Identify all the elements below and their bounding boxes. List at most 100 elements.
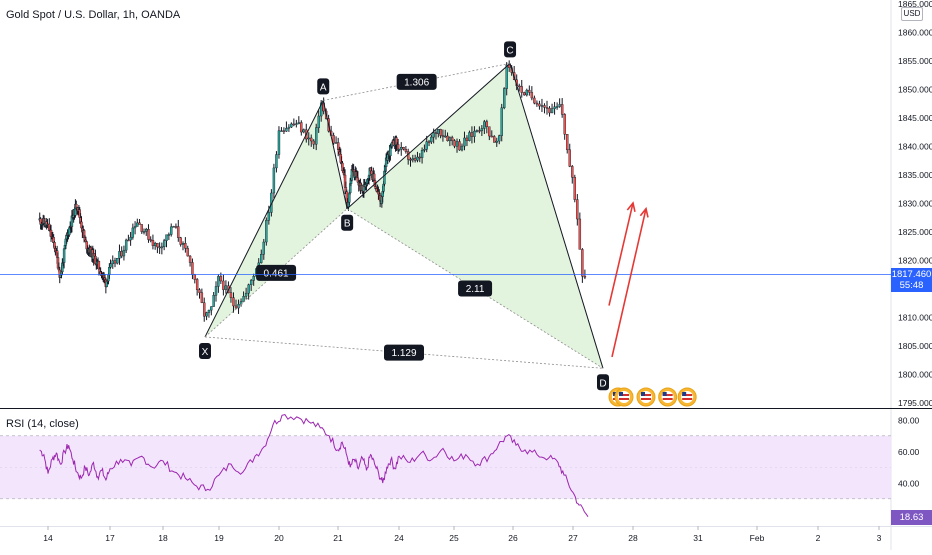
- candle-down: [410, 159, 412, 160]
- candle-down: [230, 293, 232, 298]
- time-axis-tick-label: 20: [274, 533, 284, 543]
- candle-up: [265, 220, 267, 242]
- candle-up: [426, 142, 428, 150]
- candle-down: [203, 303, 205, 316]
- candle-up: [444, 136, 446, 137]
- candle-down: [150, 240, 152, 241]
- candle-down: [403, 147, 405, 149]
- candle-down: [566, 134, 568, 150]
- candle-up: [275, 155, 277, 168]
- candle-up: [173, 226, 175, 227]
- candle-up: [273, 168, 275, 193]
- candle-down: [414, 158, 416, 160]
- candle-up: [213, 295, 215, 306]
- candle-up: [412, 158, 414, 159]
- candle-down: [222, 281, 224, 290]
- flag-canton: [641, 392, 645, 396]
- rsi-axis-tick-label: 40.00: [898, 479, 920, 489]
- price-axis-tick-label: 1820.000: [898, 256, 932, 266]
- candle-down: [194, 275, 196, 280]
- candle-down: [581, 249, 583, 276]
- candle-up: [468, 132, 470, 140]
- price-axis-tick-label: 1810.000: [898, 313, 932, 323]
- candle-down: [147, 229, 149, 239]
- candle-down: [454, 141, 456, 147]
- candle-down: [486, 122, 488, 127]
- candle-down: [546, 107, 548, 108]
- candle-up: [285, 128, 287, 131]
- candle-down: [175, 226, 177, 227]
- candle-down: [159, 247, 161, 248]
- candle-up: [423, 149, 425, 150]
- candle-down: [471, 132, 473, 136]
- price-axis-tick-label: 1850.000: [898, 85, 932, 95]
- candle-up: [421, 150, 423, 157]
- candle-up: [182, 243, 184, 244]
- candle-down: [127, 240, 129, 241]
- candle-up: [295, 124, 297, 125]
- candle-down: [478, 130, 480, 131]
- projection-arrow-line: [609, 203, 633, 306]
- candle-down: [447, 136, 449, 141]
- rsi-current-value: 18.63: [891, 510, 932, 525]
- time-axis-tick-label: 14: [43, 533, 53, 543]
- candle-down: [187, 248, 189, 256]
- candle-down: [313, 141, 315, 144]
- rsi-title: RSI (14, close): [6, 418, 79, 430]
- candle-down: [549, 108, 551, 113]
- price-axis-tick-label: 1840.000: [898, 142, 932, 152]
- candle-down: [189, 256, 191, 262]
- candle-up: [290, 124, 292, 127]
- candle-up: [253, 276, 255, 280]
- pattern-point-b: B: [344, 219, 351, 230]
- candle-up: [280, 131, 282, 132]
- candle-down: [220, 276, 222, 281]
- candle-down: [152, 240, 154, 246]
- candle-down: [569, 150, 571, 167]
- price-axis-tick-label: 1800.000: [898, 370, 932, 380]
- candle-up: [206, 313, 208, 317]
- candle-up: [208, 310, 210, 312]
- candle-up: [554, 107, 556, 109]
- candle-down: [196, 279, 198, 289]
- flag-stripe: [619, 398, 629, 400]
- price-axis-tick-label: 1825.000: [898, 227, 932, 237]
- candle-down: [543, 105, 545, 107]
- flag-stripe: [682, 398, 692, 400]
- candle-up: [506, 65, 508, 89]
- candle-up: [430, 137, 432, 142]
- candle-up: [166, 235, 168, 241]
- candle-up: [551, 109, 553, 113]
- candle-up: [501, 108, 503, 136]
- price-axis-tick-label: 1805.000: [898, 341, 932, 351]
- candle-up: [136, 223, 138, 227]
- candle-up: [145, 229, 147, 231]
- candle-up: [288, 127, 290, 128]
- candle-down: [300, 123, 302, 133]
- candle-up: [559, 104, 561, 106]
- candle-down: [576, 200, 578, 219]
- candle-down: [310, 138, 312, 141]
- currency-badge[interactable]: USD: [901, 7, 923, 21]
- candle-down: [114, 261, 116, 263]
- candle-up: [481, 128, 483, 130]
- candle-up: [260, 254, 262, 263]
- candle-up: [134, 226, 136, 227]
- candle-up: [433, 133, 435, 138]
- price-axis-tick-label: 1835.000: [898, 170, 932, 180]
- candle-up: [556, 107, 558, 108]
- flag-stripe: [641, 398, 651, 400]
- candle-up: [473, 131, 475, 136]
- candle-up: [483, 122, 485, 129]
- candle-up: [318, 116, 320, 128]
- time-axis-tick-label: 31: [693, 533, 703, 543]
- rsi-axis-tick-label: 60.00: [898, 447, 920, 457]
- candle-down: [491, 136, 493, 137]
- candle-down: [523, 92, 525, 94]
- candle-up: [398, 149, 400, 150]
- candle-up: [116, 258, 118, 263]
- pattern-point-x: X: [202, 347, 209, 358]
- candle-up: [308, 138, 310, 139]
